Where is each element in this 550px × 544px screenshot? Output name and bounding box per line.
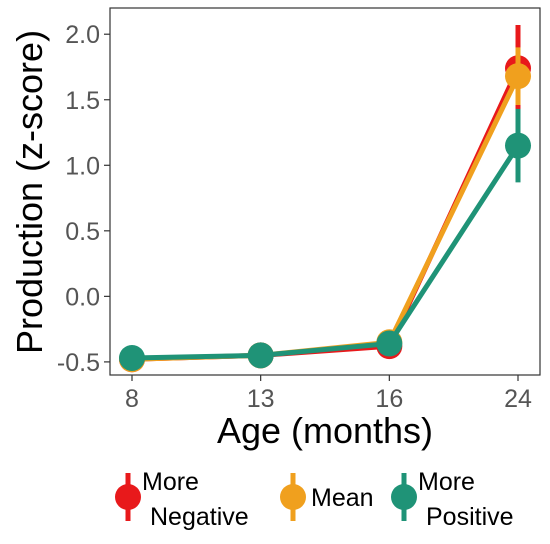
data-point-positive	[119, 344, 145, 371]
y-axis-title: Production (z-score)	[9, 30, 50, 354]
series-line-positive	[131, 144, 521, 361]
data-point-positive	[376, 330, 403, 357]
y-tick-label: -0.5	[57, 349, 100, 377]
legend-label-negative: More	[142, 468, 199, 496]
plot-series	[119, 25, 531, 373]
legend-item-negative: More Negative	[115, 468, 249, 531]
legend-key-negative	[115, 484, 141, 510]
y-tick-label: 0.5	[65, 218, 100, 246]
x-axis: 8 13 16 24	[125, 375, 532, 413]
x-tick-label: 13	[247, 385, 275, 413]
series-positive	[119, 108, 531, 371]
y-tick-label: 2.0	[65, 21, 100, 49]
legend-key-positive	[391, 484, 417, 510]
legend-label-positive: Positive	[426, 503, 514, 531]
x-tick-label: 8	[125, 385, 139, 413]
plot-panel	[109, 7, 541, 376]
legend-key-mean	[280, 484, 306, 510]
y-tick-label: 0.0	[65, 283, 100, 311]
x-tick-label: 24	[504, 385, 532, 413]
legend-label-positive: More	[418, 468, 475, 496]
legend-item-mean: Mean	[280, 473, 374, 521]
x-tick-label: 16	[375, 385, 403, 413]
legend-item-positive: More Positive	[391, 468, 514, 531]
data-point-mean	[505, 63, 531, 90]
legend-label-mean: Mean	[311, 484, 374, 512]
legend: More Negative Mean More Positive	[115, 468, 514, 531]
legend-label-negative: Negative	[150, 503, 249, 531]
x-axis-title: Age (months)	[217, 410, 433, 451]
data-point-positive	[247, 342, 274, 369]
data-point-positive	[505, 132, 531, 159]
y-axis: -0.5 0.0 0.5 1.0 1.5 2.0	[57, 21, 110, 377]
y-tick-label: 1.0	[65, 152, 100, 180]
y-tick-label: 1.5	[65, 87, 100, 115]
